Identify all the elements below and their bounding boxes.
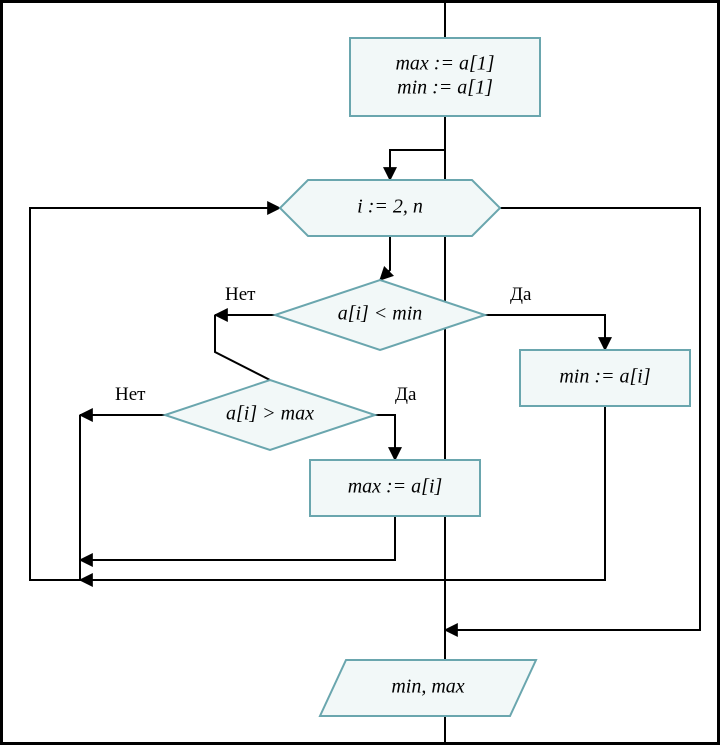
node-setmin: min := a[i] bbox=[520, 350, 690, 406]
edge-label-e8: Да bbox=[395, 384, 417, 405]
node-init: max := a[1]min := a[1] bbox=[350, 38, 540, 116]
edge-label-e10: Нет bbox=[115, 384, 146, 405]
node-setmax: max := a[i] bbox=[310, 460, 480, 516]
node-text-setmin-0: min := a[i] bbox=[559, 366, 650, 388]
edge-e14 bbox=[445, 208, 700, 630]
node-text-loop-0: i := 2, n bbox=[357, 196, 423, 218]
edge-label-e6: Нет bbox=[225, 284, 256, 305]
nodes-layer: max := a[1]min := a[1] i := 2, n a[i] < mi… bbox=[165, 38, 690, 716]
node-text-init-1: min := a[1] bbox=[397, 77, 493, 99]
node-text-output-0: min, max bbox=[391, 676, 464, 698]
node-cmpmin: a[i] < min bbox=[275, 280, 485, 350]
node-text-init-0: max := a[1] bbox=[395, 53, 494, 75]
node-text-setmax-0: max := a[i] bbox=[348, 476, 443, 498]
edge-label-e4: Да bbox=[510, 284, 532, 305]
node-cmpmax: a[i] > max bbox=[165, 380, 375, 450]
edge-e7 bbox=[215, 315, 270, 380]
node-text-cmpmin-0: a[i] < min bbox=[338, 303, 423, 325]
edge-e3 bbox=[380, 236, 390, 280]
node-output: min, max bbox=[320, 660, 536, 716]
edge-e9 bbox=[80, 516, 395, 560]
node-loop: i := 2, n bbox=[280, 180, 500, 236]
node-text-cmpmax-0: a[i] > max bbox=[226, 403, 314, 425]
edge-e8 bbox=[375, 415, 395, 460]
edge-e2 bbox=[390, 150, 445, 180]
edge-e4 bbox=[485, 315, 605, 350]
flowchart-canvas: Да Нет Да Нет max := a[1]min := a[1] i := 2,… bbox=[0, 0, 720, 745]
